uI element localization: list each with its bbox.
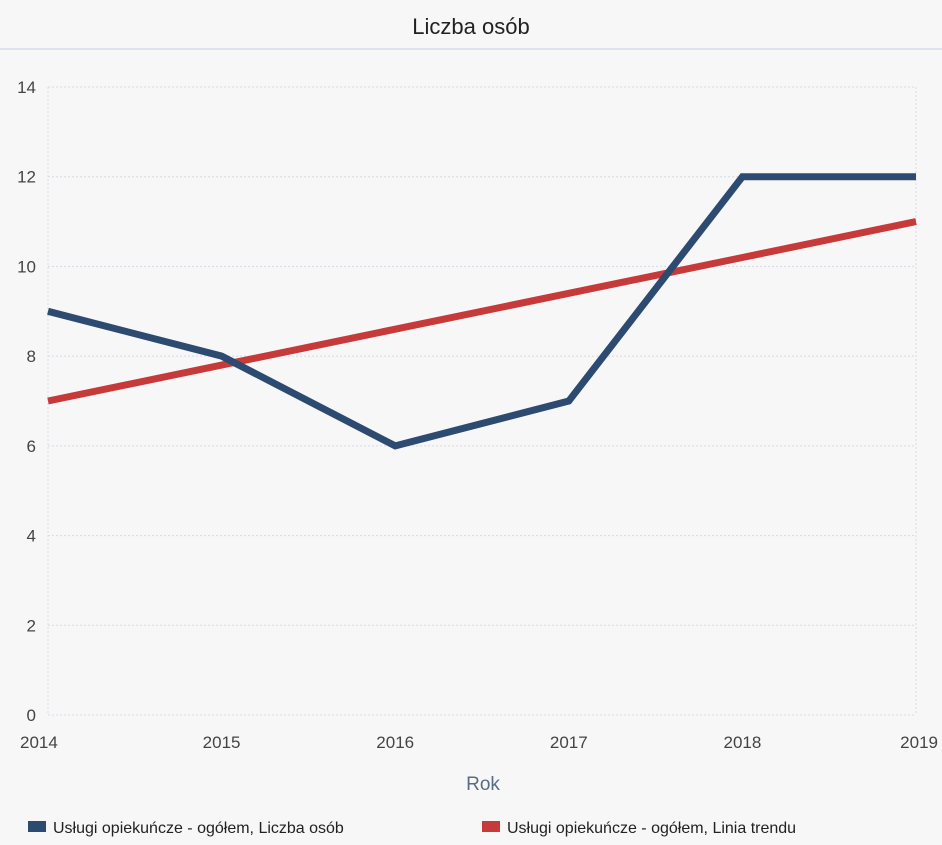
x-tick-label: 2017 — [550, 733, 588, 752]
legend-label: Usługi opiekuńcze - ogółem, Linia trendu — [507, 820, 796, 837]
legend-label: Usługi opiekuńcze - ogółem, Liczba osób — [53, 820, 344, 837]
legend-swatch — [482, 821, 500, 832]
legend-swatch — [28, 821, 46, 832]
y-tick-label: 10 — [17, 257, 36, 276]
x-axis-ticks: 2014 2015 2016 2017 2018 2019 — [20, 733, 938, 752]
x-axis-title: Rok — [466, 774, 500, 795]
y-tick-label: 4 — [27, 527, 36, 546]
legend-item-liczba-osob[interactable]: Usługi opiekuńcze - ogółem, Liczba osób — [28, 820, 344, 837]
y-tick-label: 14 — [17, 78, 36, 97]
y-tick-label: 8 — [27, 347, 36, 366]
x-tick-label: 2015 — [203, 733, 241, 752]
legend[interactable]: Usługi opiekuńcze - ogółem, Liczba osób U… — [28, 820, 796, 837]
series-line-linia-trendu — [47, 218, 917, 405]
x-tick-label: 2016 — [376, 733, 414, 752]
grid-lines — [47, 86, 917, 716]
y-tick-label: 6 — [27, 437, 36, 456]
series-lines — [47, 173, 917, 450]
y-tick-label: 2 — [27, 616, 36, 635]
x-tick-label: 2019 — [900, 733, 938, 752]
series-line-liczba-osob — [47, 173, 916, 450]
y-tick-label: 0 — [27, 706, 36, 725]
x-tick-label: 2014 — [20, 733, 58, 752]
chart-title: Liczba osób — [412, 14, 529, 39]
x-tick-label: 2018 — [723, 733, 761, 752]
legend-item-linia-trendu[interactable]: Usługi opiekuńcze - ogółem, Linia trendu — [482, 820, 796, 837]
y-tick-label: 12 — [17, 168, 36, 187]
y-axis-ticks: 0 2 4 6 8 10 12 14 — [17, 78, 36, 725]
